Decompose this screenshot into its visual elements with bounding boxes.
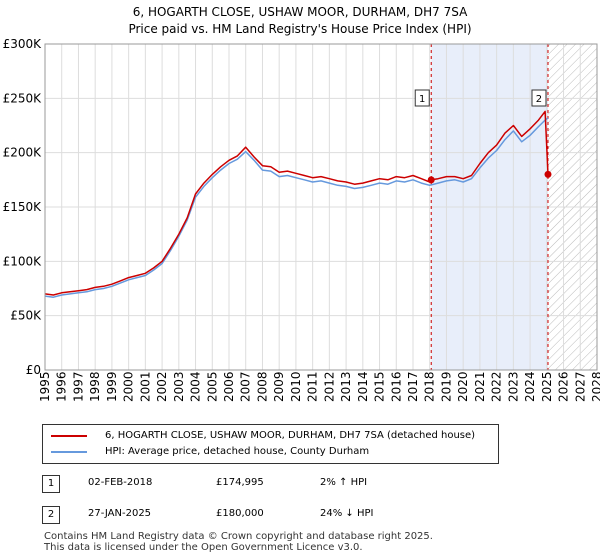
footer-licence: This data is licensed under the Open Gov… xyxy=(44,542,363,553)
legend-property-label: 6, HOGARTH CLOSE, USHAW MOOR, DURHAM, DH… xyxy=(105,430,476,441)
x-tick-label: 2007 xyxy=(239,371,253,402)
x-tick-label: 1996 xyxy=(55,371,69,402)
hpi-line xyxy=(45,117,549,298)
price-chart: 6, HOGARTH CLOSE, USHAW MOOR, DURHAM, DH… xyxy=(3,5,600,402)
x-tick-label: 1997 xyxy=(71,371,85,402)
sale-price: £180,000 xyxy=(216,508,264,519)
x-tick-label: 2017 xyxy=(406,371,420,402)
property-price-line xyxy=(45,110,549,296)
legend: 6, HOGARTH CLOSE, USHAW MOOR, DURHAM, DH… xyxy=(42,424,499,464)
x-tick-label: 2012 xyxy=(322,371,336,402)
footer-copyright: Contains HM Land Registry data © Crown c… xyxy=(44,531,433,542)
sale-hpi-change: 2% ↑ HPI xyxy=(320,477,368,488)
x-tick-label: 2024 xyxy=(523,371,537,402)
x-tick-label: 2002 xyxy=(155,371,169,402)
y-tick-label: £50K xyxy=(10,309,42,323)
x-tick-label: 2011 xyxy=(306,371,320,402)
x-tick-label: 2013 xyxy=(339,371,353,402)
chart-subtitle: Price paid vs. HM Land Registry's House … xyxy=(128,22,471,36)
x-tick-label: 2016 xyxy=(389,371,403,402)
sale-badge: 1 xyxy=(42,475,60,493)
x-tick-label: 2027 xyxy=(573,371,587,402)
sale-price: £174,995 xyxy=(216,477,264,488)
x-tick-label: 2008 xyxy=(255,371,269,402)
y-tick-label: £200K xyxy=(3,146,43,160)
sale-date: 02-FEB-2018 xyxy=(88,477,153,488)
footer: Contains HM Land Registry data © Crown c… xyxy=(44,531,564,553)
sale-row-1: 1 02-FEB-2018 £174,995 2% ↑ HPI xyxy=(42,475,562,495)
x-tick-label: 1998 xyxy=(88,371,102,402)
x-tick-label: 2014 xyxy=(356,371,370,402)
x-tick-label: 2019 xyxy=(439,371,453,402)
x-tick-label: 2005 xyxy=(205,371,219,402)
sale-badge: 2 xyxy=(42,506,60,524)
x-tick-label: 2018 xyxy=(423,371,437,402)
x-tick-label: 2028 xyxy=(590,371,600,402)
sale-point xyxy=(544,170,552,178)
y-tick-label: £0 xyxy=(26,363,41,377)
x-tick-label: 2023 xyxy=(506,371,520,402)
plot-frame xyxy=(44,43,598,371)
legend-hpi-label: HPI: Average price, detached house, Coun… xyxy=(105,446,370,457)
x-tick-label: 2020 xyxy=(456,371,470,402)
sale-point xyxy=(427,176,435,184)
y-tick-label: £100K xyxy=(3,254,43,268)
x-tick-label: 2021 xyxy=(473,371,487,402)
x-tick-label: 2015 xyxy=(373,371,387,402)
annotation-label: 1 xyxy=(419,94,425,105)
series-group xyxy=(45,110,549,298)
property-line-swatch xyxy=(51,435,87,437)
x-tick-label: 1999 xyxy=(105,371,119,402)
sale-row-2: 2 27-JAN-2025 £180,000 24% ↓ HPI xyxy=(42,506,562,526)
y-tick-label: £150K xyxy=(3,200,43,214)
sale-date: 27-JAN-2025 xyxy=(88,508,152,519)
x-tick-label: 2025 xyxy=(540,371,554,402)
y-tick-label: £250K xyxy=(3,91,43,105)
annotation-box xyxy=(531,89,547,107)
hpi-line-swatch xyxy=(51,451,87,453)
x-tick-label: 2006 xyxy=(222,371,236,402)
x-tick-label: 1995 xyxy=(38,371,52,402)
sale-hpi-change: 24% ↓ HPI xyxy=(320,508,374,519)
annotation-box xyxy=(414,89,430,107)
x-tick-label: 2026 xyxy=(557,371,571,402)
x-tick-label: 2001 xyxy=(138,371,152,402)
chart-title: 6, HOGARTH CLOSE, USHAW MOOR, DURHAM, DH… xyxy=(133,5,468,19)
x-tick-label: 2003 xyxy=(172,371,186,402)
x-tick-label: 2009 xyxy=(272,371,286,402)
x-tick-label: 2022 xyxy=(490,371,504,402)
annotation-label: 2 xyxy=(536,94,542,105)
x-tick-label: 2000 xyxy=(122,371,136,402)
x-tick-label: 2010 xyxy=(289,371,303,402)
y-tick-label: £300K xyxy=(3,37,43,51)
x-tick-label: 2004 xyxy=(189,371,203,402)
